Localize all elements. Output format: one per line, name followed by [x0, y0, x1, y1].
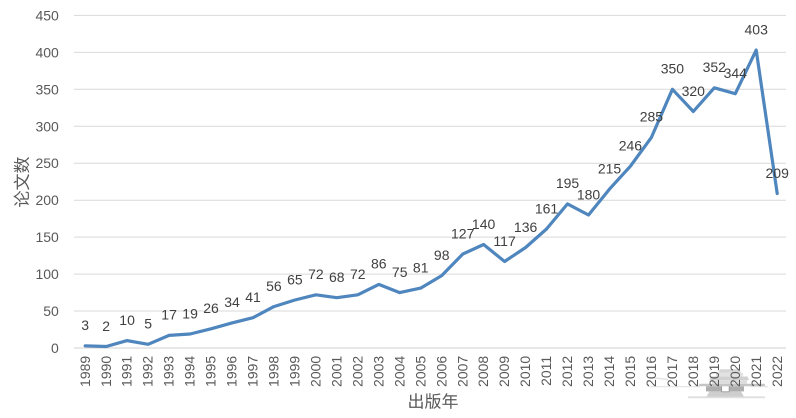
svg-text:285: 285: [640, 109, 664, 125]
svg-text:2000: 2000: [308, 356, 324, 387]
svg-text:2008: 2008: [475, 356, 491, 387]
svg-text:0: 0: [51, 340, 59, 356]
svg-text:1996: 1996: [224, 356, 240, 387]
svg-text:1995: 1995: [203, 356, 219, 387]
svg-text:2004: 2004: [391, 356, 407, 387]
svg-text:17: 17: [161, 307, 177, 323]
svg-text:26: 26: [203, 300, 219, 316]
svg-text:50: 50: [43, 303, 59, 319]
svg-text:2010: 2010: [517, 356, 533, 387]
svg-text:195: 195: [556, 175, 580, 191]
svg-text:2012: 2012: [559, 356, 575, 387]
svg-text:2009: 2009: [496, 356, 512, 387]
svg-text:10: 10: [119, 312, 135, 328]
svg-text:2001: 2001: [328, 356, 344, 387]
svg-text:1993: 1993: [161, 356, 177, 387]
svg-text:403: 403: [745, 21, 769, 37]
svg-text:2014: 2014: [601, 356, 617, 387]
svg-text:450: 450: [35, 7, 59, 23]
svg-text:98: 98: [434, 247, 450, 263]
svg-text:2006: 2006: [433, 356, 449, 387]
svg-text:352: 352: [703, 59, 727, 75]
svg-text:320: 320: [682, 83, 706, 99]
svg-text:2011: 2011: [538, 356, 554, 386]
svg-text:161: 161: [535, 200, 559, 216]
svg-text:1994: 1994: [182, 356, 198, 387]
svg-text:72: 72: [308, 266, 324, 282]
svg-text:68: 68: [329, 269, 345, 285]
svg-text:215: 215: [598, 160, 622, 176]
svg-text:1991: 1991: [119, 356, 135, 387]
svg-text:65: 65: [287, 271, 303, 287]
svg-text:1998: 1998: [266, 356, 282, 387]
svg-text:150: 150: [35, 229, 59, 245]
svg-text:34: 34: [224, 294, 240, 310]
svg-text:200: 200: [35, 192, 59, 208]
svg-text:1992: 1992: [140, 356, 156, 387]
svg-text:300: 300: [35, 118, 59, 134]
svg-text:1999: 1999: [287, 356, 303, 387]
svg-text:136: 136: [514, 219, 538, 235]
svg-text:2019: 2019: [706, 356, 722, 387]
svg-text:209: 209: [766, 165, 790, 181]
svg-text:250: 250: [35, 155, 59, 171]
svg-text:19: 19: [182, 305, 198, 321]
svg-text:86: 86: [371, 256, 387, 272]
svg-text:2021: 2021: [748, 356, 764, 387]
svg-text:100: 100: [35, 266, 59, 282]
svg-text:2020: 2020: [727, 356, 743, 387]
svg-text:2005: 2005: [412, 356, 428, 387]
svg-text:41: 41: [245, 289, 261, 305]
svg-text:2017: 2017: [664, 356, 680, 387]
svg-text:2018: 2018: [685, 356, 701, 387]
svg-text:350: 350: [661, 61, 685, 77]
svg-text:180: 180: [577, 186, 601, 202]
svg-text:2022: 2022: [769, 356, 785, 387]
svg-text:2016: 2016: [643, 356, 659, 387]
svg-text:140: 140: [472, 216, 496, 232]
svg-text:2013: 2013: [580, 356, 596, 387]
svg-text:246: 246: [619, 138, 643, 154]
svg-text:1989: 1989: [77, 356, 93, 387]
svg-text:350: 350: [35, 81, 59, 97]
svg-text:400: 400: [35, 44, 59, 60]
svg-text:3: 3: [81, 317, 89, 333]
svg-text:117: 117: [493, 233, 516, 249]
svg-text:2: 2: [102, 318, 110, 334]
svg-text:5: 5: [144, 316, 152, 332]
svg-text:1997: 1997: [245, 356, 261, 387]
svg-text:81: 81: [413, 259, 429, 275]
svg-text:2002: 2002: [349, 356, 365, 387]
svg-text:2015: 2015: [622, 356, 638, 387]
svg-text:2003: 2003: [370, 356, 386, 387]
svg-text:2007: 2007: [454, 356, 470, 387]
svg-text:1990: 1990: [98, 356, 114, 387]
svg-text:75: 75: [392, 264, 408, 280]
svg-text:127: 127: [451, 225, 475, 241]
svg-text:72: 72: [350, 266, 366, 282]
svg-text:56: 56: [266, 278, 282, 294]
svg-text:344: 344: [724, 65, 748, 81]
